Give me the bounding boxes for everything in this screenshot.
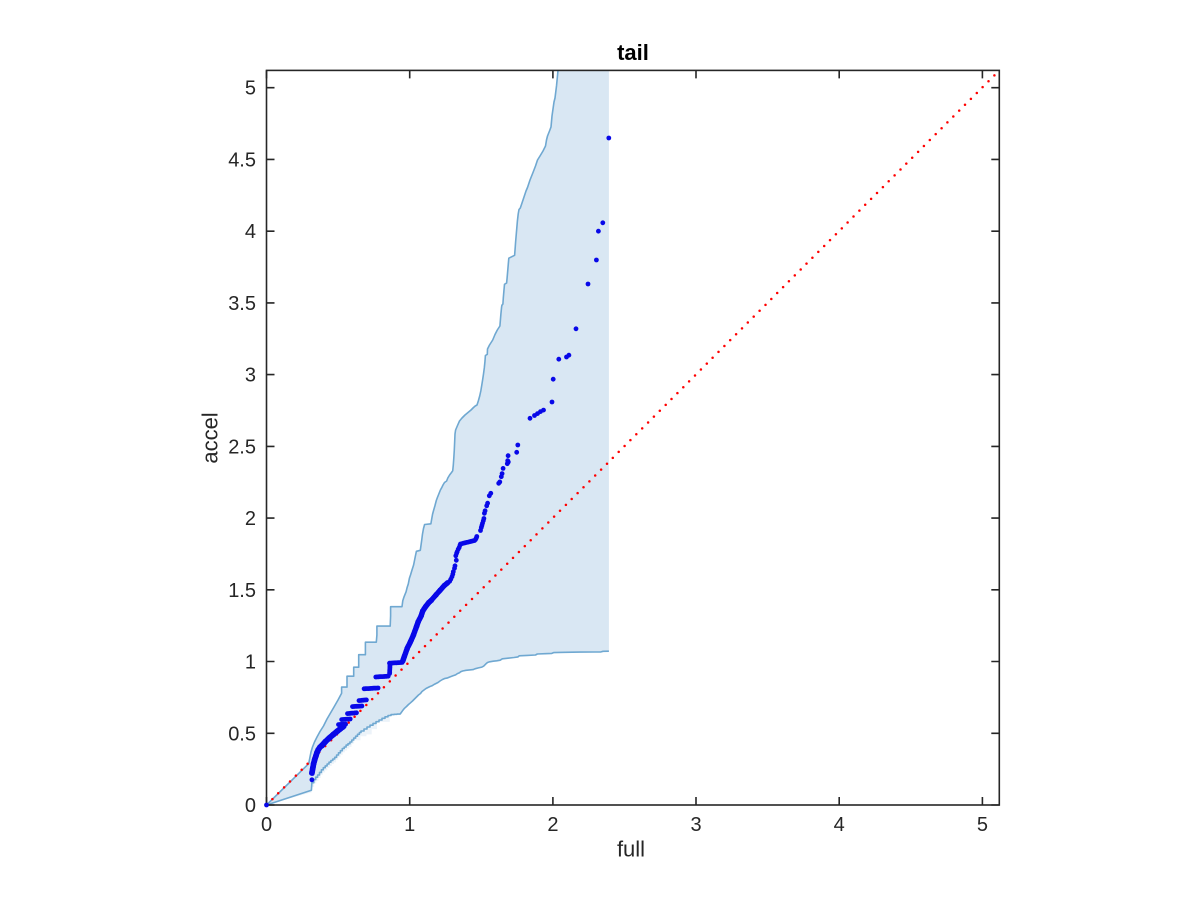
svg-text:0.5: 0.5	[228, 723, 256, 745]
svg-text:3.5: 3.5	[228, 293, 256, 315]
svg-text:2.5: 2.5	[228, 436, 256, 458]
svg-text:full: full	[617, 837, 645, 862]
svg-text:4.5: 4.5	[228, 149, 256, 171]
svg-text:5: 5	[245, 78, 256, 100]
svg-text:3: 3	[245, 365, 256, 387]
svg-text:1.5: 1.5	[228, 580, 256, 602]
svg-text:0: 0	[245, 795, 256, 817]
svg-text:5: 5	[977, 814, 988, 836]
svg-text:4: 4	[834, 814, 845, 836]
svg-text:2: 2	[245, 508, 256, 530]
svg-text:tail: tail	[617, 40, 649, 65]
svg-text:1: 1	[245, 652, 256, 674]
svg-text:2: 2	[547, 814, 558, 836]
svg-text:0: 0	[261, 814, 272, 836]
svg-text:1: 1	[404, 814, 415, 836]
svg-text:accel: accel	[198, 412, 223, 463]
svg-text:3: 3	[690, 814, 701, 836]
svg-text:4: 4	[245, 221, 256, 243]
